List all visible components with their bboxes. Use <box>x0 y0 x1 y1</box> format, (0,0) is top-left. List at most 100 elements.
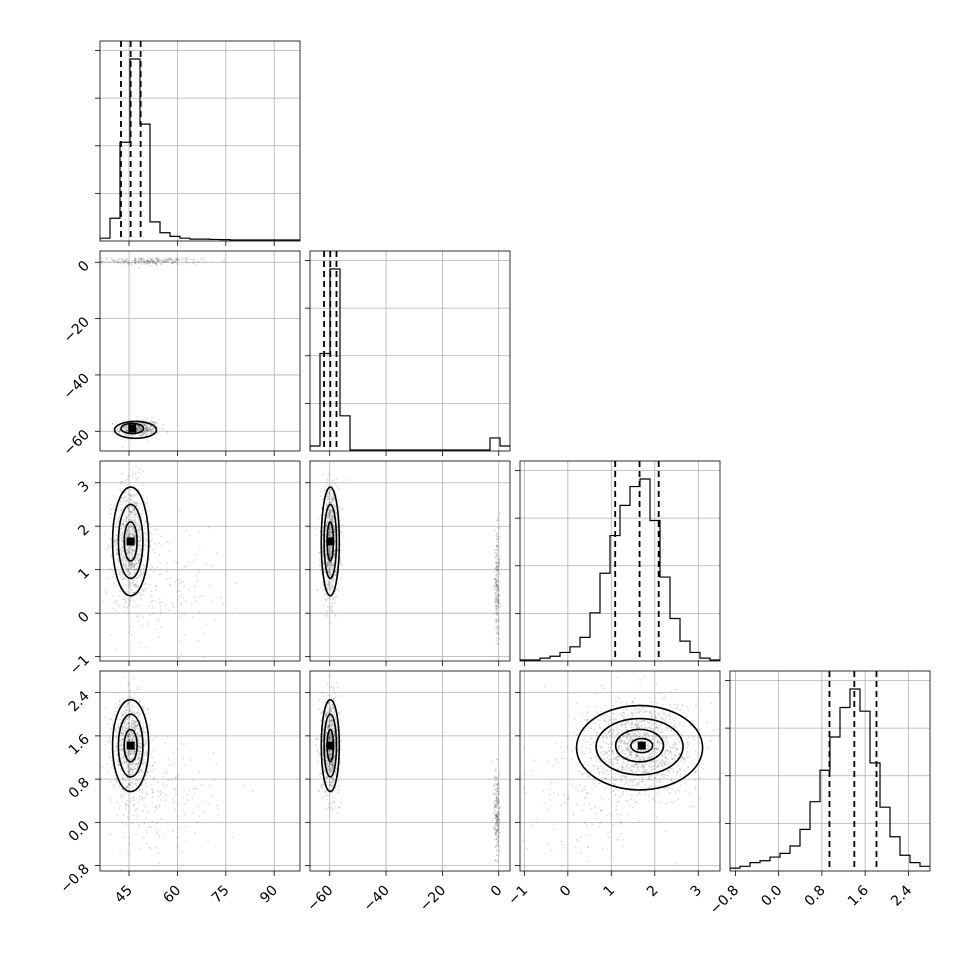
sample-point <box>330 583 332 585</box>
sample-point <box>144 782 147 785</box>
sample-point <box>115 749 117 752</box>
sample-point <box>158 573 160 576</box>
sample-point <box>169 542 172 545</box>
sample-point <box>129 583 132 586</box>
sample-point <box>321 787 324 790</box>
sample-point <box>146 427 149 430</box>
sample-point <box>184 259 187 262</box>
sample-point <box>121 531 124 534</box>
sample-point <box>150 564 153 567</box>
sample-point <box>126 507 129 510</box>
sample-point <box>334 530 336 533</box>
sample-point <box>139 433 142 436</box>
sample-point <box>139 558 141 560</box>
sample-point <box>330 783 333 786</box>
sample-point <box>130 566 133 569</box>
sample-point <box>323 795 326 798</box>
sample-point <box>129 498 131 501</box>
sample-point <box>326 563 328 566</box>
sample-point <box>176 836 179 839</box>
sample-point <box>127 753 130 755</box>
sample-point <box>176 263 179 266</box>
sample-point <box>111 719 114 722</box>
sample-point <box>155 262 158 265</box>
sample-point <box>139 545 142 548</box>
sample-point <box>208 584 211 587</box>
sample-point <box>327 587 329 589</box>
sample-point <box>135 763 138 765</box>
sample-point <box>174 877 176 879</box>
sample-point <box>496 601 499 603</box>
sample-point <box>138 258 140 261</box>
sample-point <box>325 781 328 783</box>
sample-point <box>332 764 335 767</box>
sample-point <box>118 430 121 433</box>
sample-point <box>150 425 153 428</box>
sample-point <box>128 690 131 692</box>
sample-point <box>496 571 499 574</box>
sample-point <box>126 734 129 737</box>
sample-point <box>315 739 318 741</box>
sample-point <box>337 686 339 688</box>
sample-point <box>144 425 147 428</box>
sample-point <box>149 424 152 427</box>
sample-point <box>162 783 165 786</box>
sample-point <box>330 771 332 774</box>
sample-point <box>332 761 335 764</box>
sample-point <box>331 777 333 779</box>
sample-point <box>337 581 339 584</box>
sample-point <box>329 767 331 769</box>
sample-point <box>136 555 139 558</box>
sample-point <box>125 563 127 566</box>
sample-point <box>147 430 149 433</box>
sample-point <box>316 761 318 764</box>
sample-point <box>129 552 131 555</box>
sample-point <box>319 775 322 778</box>
sample-point <box>185 565 188 568</box>
sample-point <box>327 561 330 563</box>
sample-point <box>154 263 157 266</box>
sample-point <box>120 490 123 493</box>
sample-point <box>134 810 137 813</box>
sample-point <box>133 508 136 511</box>
sample-point <box>121 523 124 525</box>
sample-point <box>117 504 120 506</box>
sample-point <box>321 711 324 714</box>
sample-point <box>182 797 185 800</box>
sample-point <box>162 776 164 779</box>
sample-point <box>128 773 131 776</box>
sample-point <box>130 695 132 697</box>
sample-point <box>133 799 135 802</box>
sample-point <box>134 521 137 524</box>
sample-point <box>325 715 328 718</box>
sample-point <box>321 691 323 694</box>
sample-point <box>129 512 132 515</box>
sample-point <box>130 730 133 733</box>
sample-point <box>133 727 136 729</box>
sample-point <box>120 868 123 871</box>
sample-point <box>127 753 130 756</box>
sample-point <box>129 754 132 756</box>
sample-point <box>135 732 138 735</box>
sample-point <box>115 539 117 541</box>
sample-point <box>139 428 142 431</box>
sample-point <box>325 776 328 779</box>
sample-point <box>142 728 145 731</box>
sample-point <box>496 589 499 592</box>
sample-point <box>122 738 124 741</box>
sample-point <box>142 590 145 593</box>
sample-point <box>119 548 122 551</box>
sample-point <box>148 576 151 579</box>
sample-point <box>144 425 147 427</box>
sample-point <box>321 747 324 750</box>
sample-point <box>134 261 136 264</box>
sample-point <box>125 260 127 263</box>
sample-point <box>153 421 156 423</box>
sample-point <box>328 716 331 719</box>
sample-point <box>129 531 132 533</box>
sample-point <box>129 532 131 535</box>
sample-point <box>320 712 322 715</box>
sample-point <box>103 533 106 536</box>
sample-point <box>328 738 331 740</box>
sample-point <box>128 529 131 532</box>
